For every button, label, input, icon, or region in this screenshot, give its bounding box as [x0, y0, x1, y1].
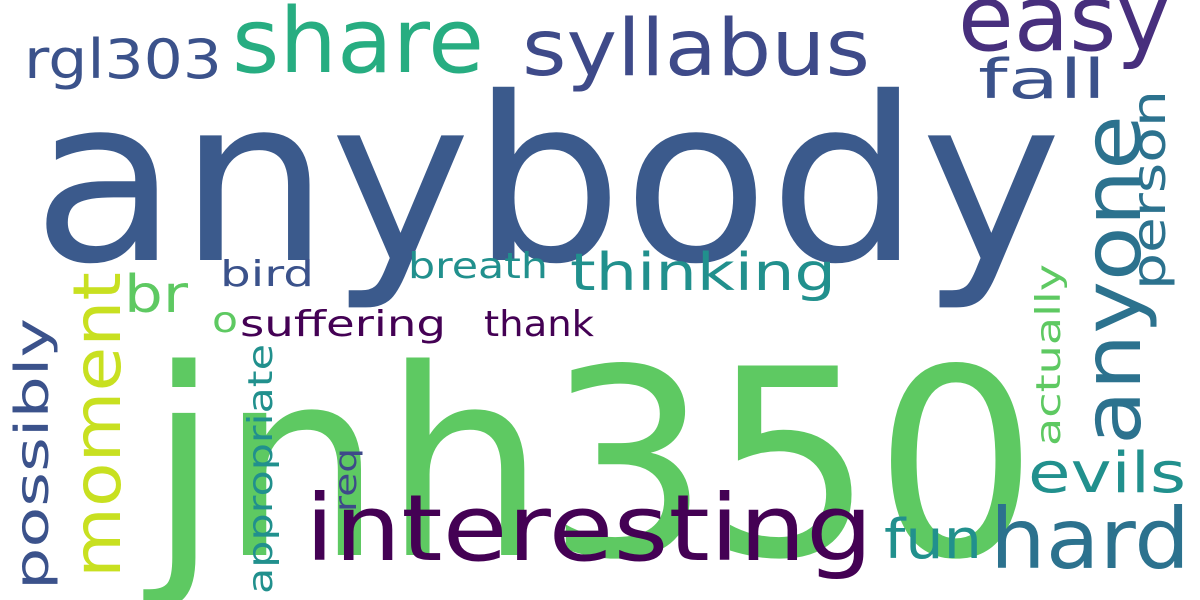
word-br: br	[124, 265, 189, 325]
word-req: req	[329, 448, 364, 512]
word-breath: breath	[408, 246, 548, 287]
word-thank: thank	[484, 304, 594, 345]
word-fall: fall	[978, 48, 1106, 111]
word-fun: fun	[884, 508, 982, 571]
word-moment: moment	[59, 272, 136, 578]
word-rgl303: rgl303	[24, 28, 222, 91]
word-appropriate: appropriate	[241, 344, 281, 594]
word-jnh350: jnh350	[140, 315, 1038, 600]
word-easy: easy	[958, 0, 1170, 72]
word-thinking: thinking	[570, 243, 836, 303]
word-syllabus: syllabus	[522, 4, 870, 94]
word-hard: hard	[990, 490, 1190, 588]
word-anyone: anyone	[1066, 115, 1159, 445]
word-person: person	[1122, 90, 1176, 290]
word-bird: bird	[220, 254, 314, 295]
word-interesting: interesting	[305, 475, 873, 582]
word-actually: actually	[1029, 264, 1069, 446]
word-suffering: suffering	[240, 304, 446, 345]
word-o: o	[212, 300, 238, 341]
word-share: share	[232, 0, 484, 94]
word-evils: evils	[1028, 441, 1186, 506]
word-anybody: anybody	[32, 48, 1062, 314]
word-possibly: possibly	[5, 318, 59, 590]
